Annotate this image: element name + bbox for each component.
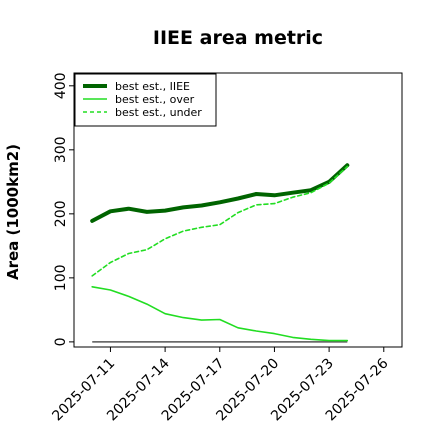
y-tick-label: 0 [53, 337, 69, 346]
plot-frame [73, 72, 403, 348]
series-line-1 [91, 285, 349, 342]
y-tick-label: 100 [53, 264, 69, 291]
chart-title: IIEE area metric [153, 27, 323, 49]
legend-label-1: best est., over [115, 93, 195, 106]
y-tick-label: 400 [53, 72, 69, 99]
plot-area: 01002003004002025-07-112025-07-142025-07… [49, 72, 403, 424]
y-tick-label: 200 [53, 200, 69, 227]
series-line-2 [91, 165, 349, 277]
legend-label-0: best est., IIEE [115, 80, 190, 93]
y-axis-label: Area (1000km2) [4, 144, 22, 280]
y-tick-label: 300 [53, 136, 69, 163]
legend-label-2: best est., under [115, 106, 202, 119]
legend-box [74, 73, 217, 127]
series-line-0 [90, 163, 350, 223]
